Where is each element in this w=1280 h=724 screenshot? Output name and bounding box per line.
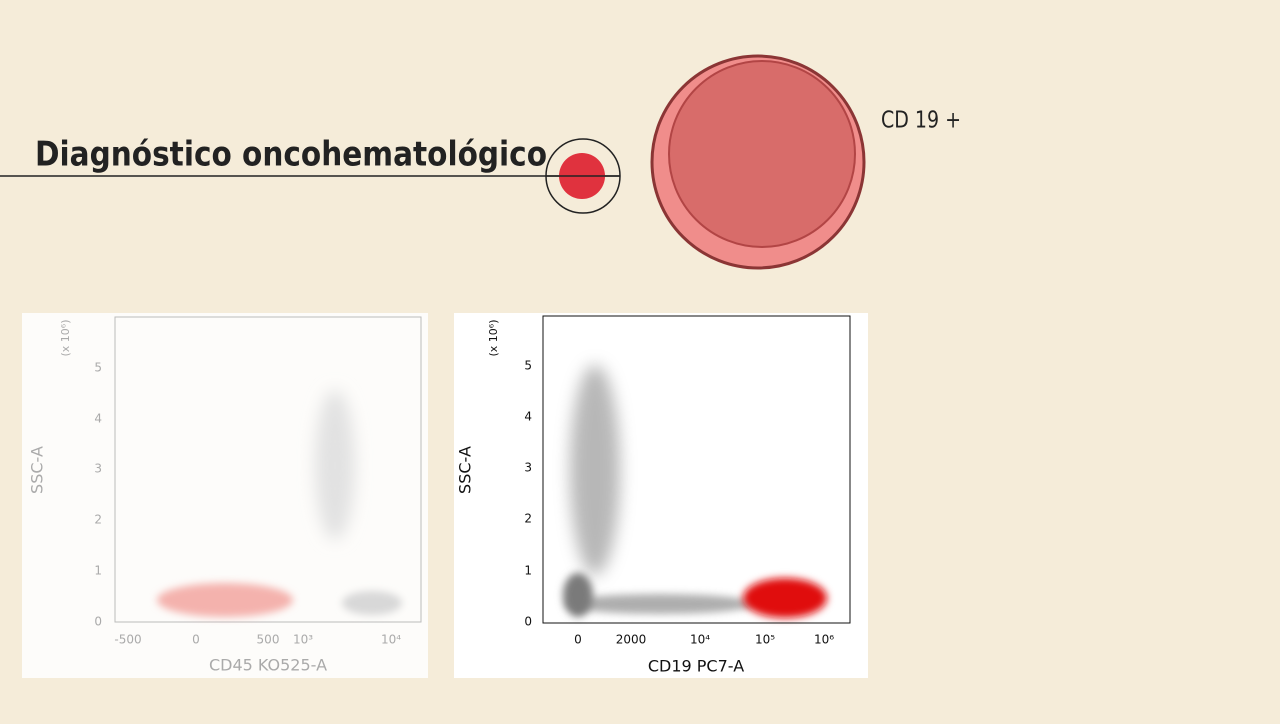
y-multiplier: (x 10⁶) [487,320,500,357]
x-tick-label: 0 [574,633,582,647]
cell-population [563,573,593,617]
y-axis-label: SSC-A [456,446,475,494]
cell-population [565,594,755,614]
x-tick-label: -500 [114,633,141,647]
plot-frame [542,315,851,624]
y-tick-label: 0 [524,615,532,629]
cell-population [315,390,355,540]
title: Diagnóstico oncohematológico [35,135,547,175]
y-axis-label: SSC-A [28,446,47,494]
x-tick-label: 10³ [293,633,313,647]
cell-population [157,583,293,617]
y-tick-label: 5 [524,359,532,373]
cell-inner [668,60,856,248]
plot-panel [22,313,428,678]
x-tick-label: 10⁴ [381,633,401,647]
cell-population [570,365,620,575]
y-tick-label: 2 [94,513,102,527]
x-tick-label: 2000 [616,633,647,647]
y-tick-label: 2 [524,512,532,526]
y-tick-label: 5 [94,361,102,375]
x-axis-label: CD45 KO525-A [209,656,327,675]
x-tick-label: 10⁵ [755,633,775,647]
y-multiplier: (x 10⁶) [59,320,72,357]
cell-label: CD 19 + [881,108,961,134]
y-tick-label: 4 [94,412,102,426]
cell-population [342,591,402,615]
y-tick-label: 3 [524,461,532,475]
y-tick-label: 0 [94,615,102,629]
y-tick-label: 4 [524,410,532,424]
plot-frame [114,316,422,623]
x-tick-label: 10⁶ [814,633,834,647]
cell-population [743,578,827,618]
y-tick-label: 1 [524,564,532,578]
x-tick-label: 0 [192,633,200,647]
x-tick-label: 500 [257,633,280,647]
x-axis-label: CD19 PC7-A [648,657,744,676]
y-tick-label: 1 [94,564,102,578]
x-tick-label: 10⁴ [690,633,710,647]
y-tick-label: 3 [94,462,102,476]
plot-panel [454,313,868,678]
